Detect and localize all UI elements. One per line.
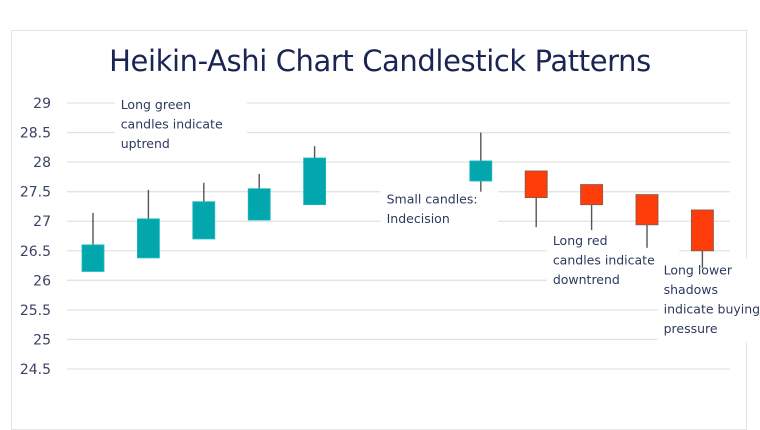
candles (81, 132, 714, 272)
y-tick-label: 25.5 (20, 303, 51, 319)
annotation-backgrounds (114, 92, 760, 343)
y-tick-label: 24.5 (20, 362, 51, 378)
candle-up (303, 146, 327, 206)
y-tick-label: 27.5 (20, 185, 51, 201)
candle-up (81, 212, 105, 272)
annotation-downtrend: Long red candles indicate downtrend (553, 233, 655, 287)
candle-body (303, 157, 327, 206)
candle-body (635, 194, 659, 226)
candle-down (524, 170, 548, 228)
annotation-indecision: Small candles: Indecision (387, 191, 478, 226)
candle-body (524, 170, 548, 199)
candle-down (635, 194, 659, 248)
y-tick-label: 28.5 (20, 126, 51, 142)
annotation-line: Long green (121, 97, 191, 112)
y-tick-label: 26 (33, 273, 51, 289)
annotation-uptrend: Long green candles indicate uptrend (121, 97, 223, 151)
candle-body (469, 160, 493, 182)
annotation-line: uptrend (121, 136, 170, 151)
candle-up (136, 189, 160, 259)
y-axis-ticks: 29 28.5 28 27.5 27 26.5 26 25.5 25 24.5 (20, 96, 51, 378)
candle-body (136, 218, 160, 259)
candle-body (192, 201, 216, 240)
annotation-background (380, 187, 499, 233)
annotation-line: Indecision (387, 211, 450, 226)
candle-body (690, 209, 714, 252)
candlestick-chart: 29 28.5 28 27.5 27 26.5 26 25.5 25 24.5 Long gree… (19, 92, 760, 378)
y-tick-label: 28 (33, 155, 51, 171)
candle-body (81, 244, 105, 272)
annotation-line: Long red (553, 233, 608, 248)
candle-down (690, 209, 714, 268)
y-tick-label: 25 (33, 332, 51, 348)
annotation-line: shadows (664, 282, 718, 297)
annotation-background (114, 92, 248, 158)
annotation-line: indicate buying (664, 301, 760, 316)
candle-down (580, 184, 604, 231)
y-tick-label: 29 (33, 96, 51, 112)
chart-title: Heikin-Ashi Chart Candlestick Patterns (109, 44, 651, 78)
annotation-buying: Long lower shadows indicate buying pressure (664, 262, 760, 336)
candle-up (247, 173, 271, 221)
annotation-background (657, 258, 760, 343)
annotation-line: Small candles: (387, 191, 478, 206)
annotation-line: downtrend (553, 272, 620, 287)
annotation-line: candles indicate (553, 252, 655, 267)
y-tick-label: 27 (33, 214, 51, 230)
candle-up (469, 132, 493, 192)
annotation-line: Long lower (664, 262, 733, 277)
candle-up (192, 182, 216, 240)
candle-body (247, 188, 271, 221)
annotations: Long green candles indicate uptrend Small c… (121, 97, 760, 336)
annotation-background (546, 228, 680, 294)
annotation-line: pressure (664, 321, 718, 336)
annotation-line: candles indicate (121, 116, 223, 131)
y-tick-label: 26.5 (20, 244, 51, 260)
candle-body (580, 184, 604, 206)
